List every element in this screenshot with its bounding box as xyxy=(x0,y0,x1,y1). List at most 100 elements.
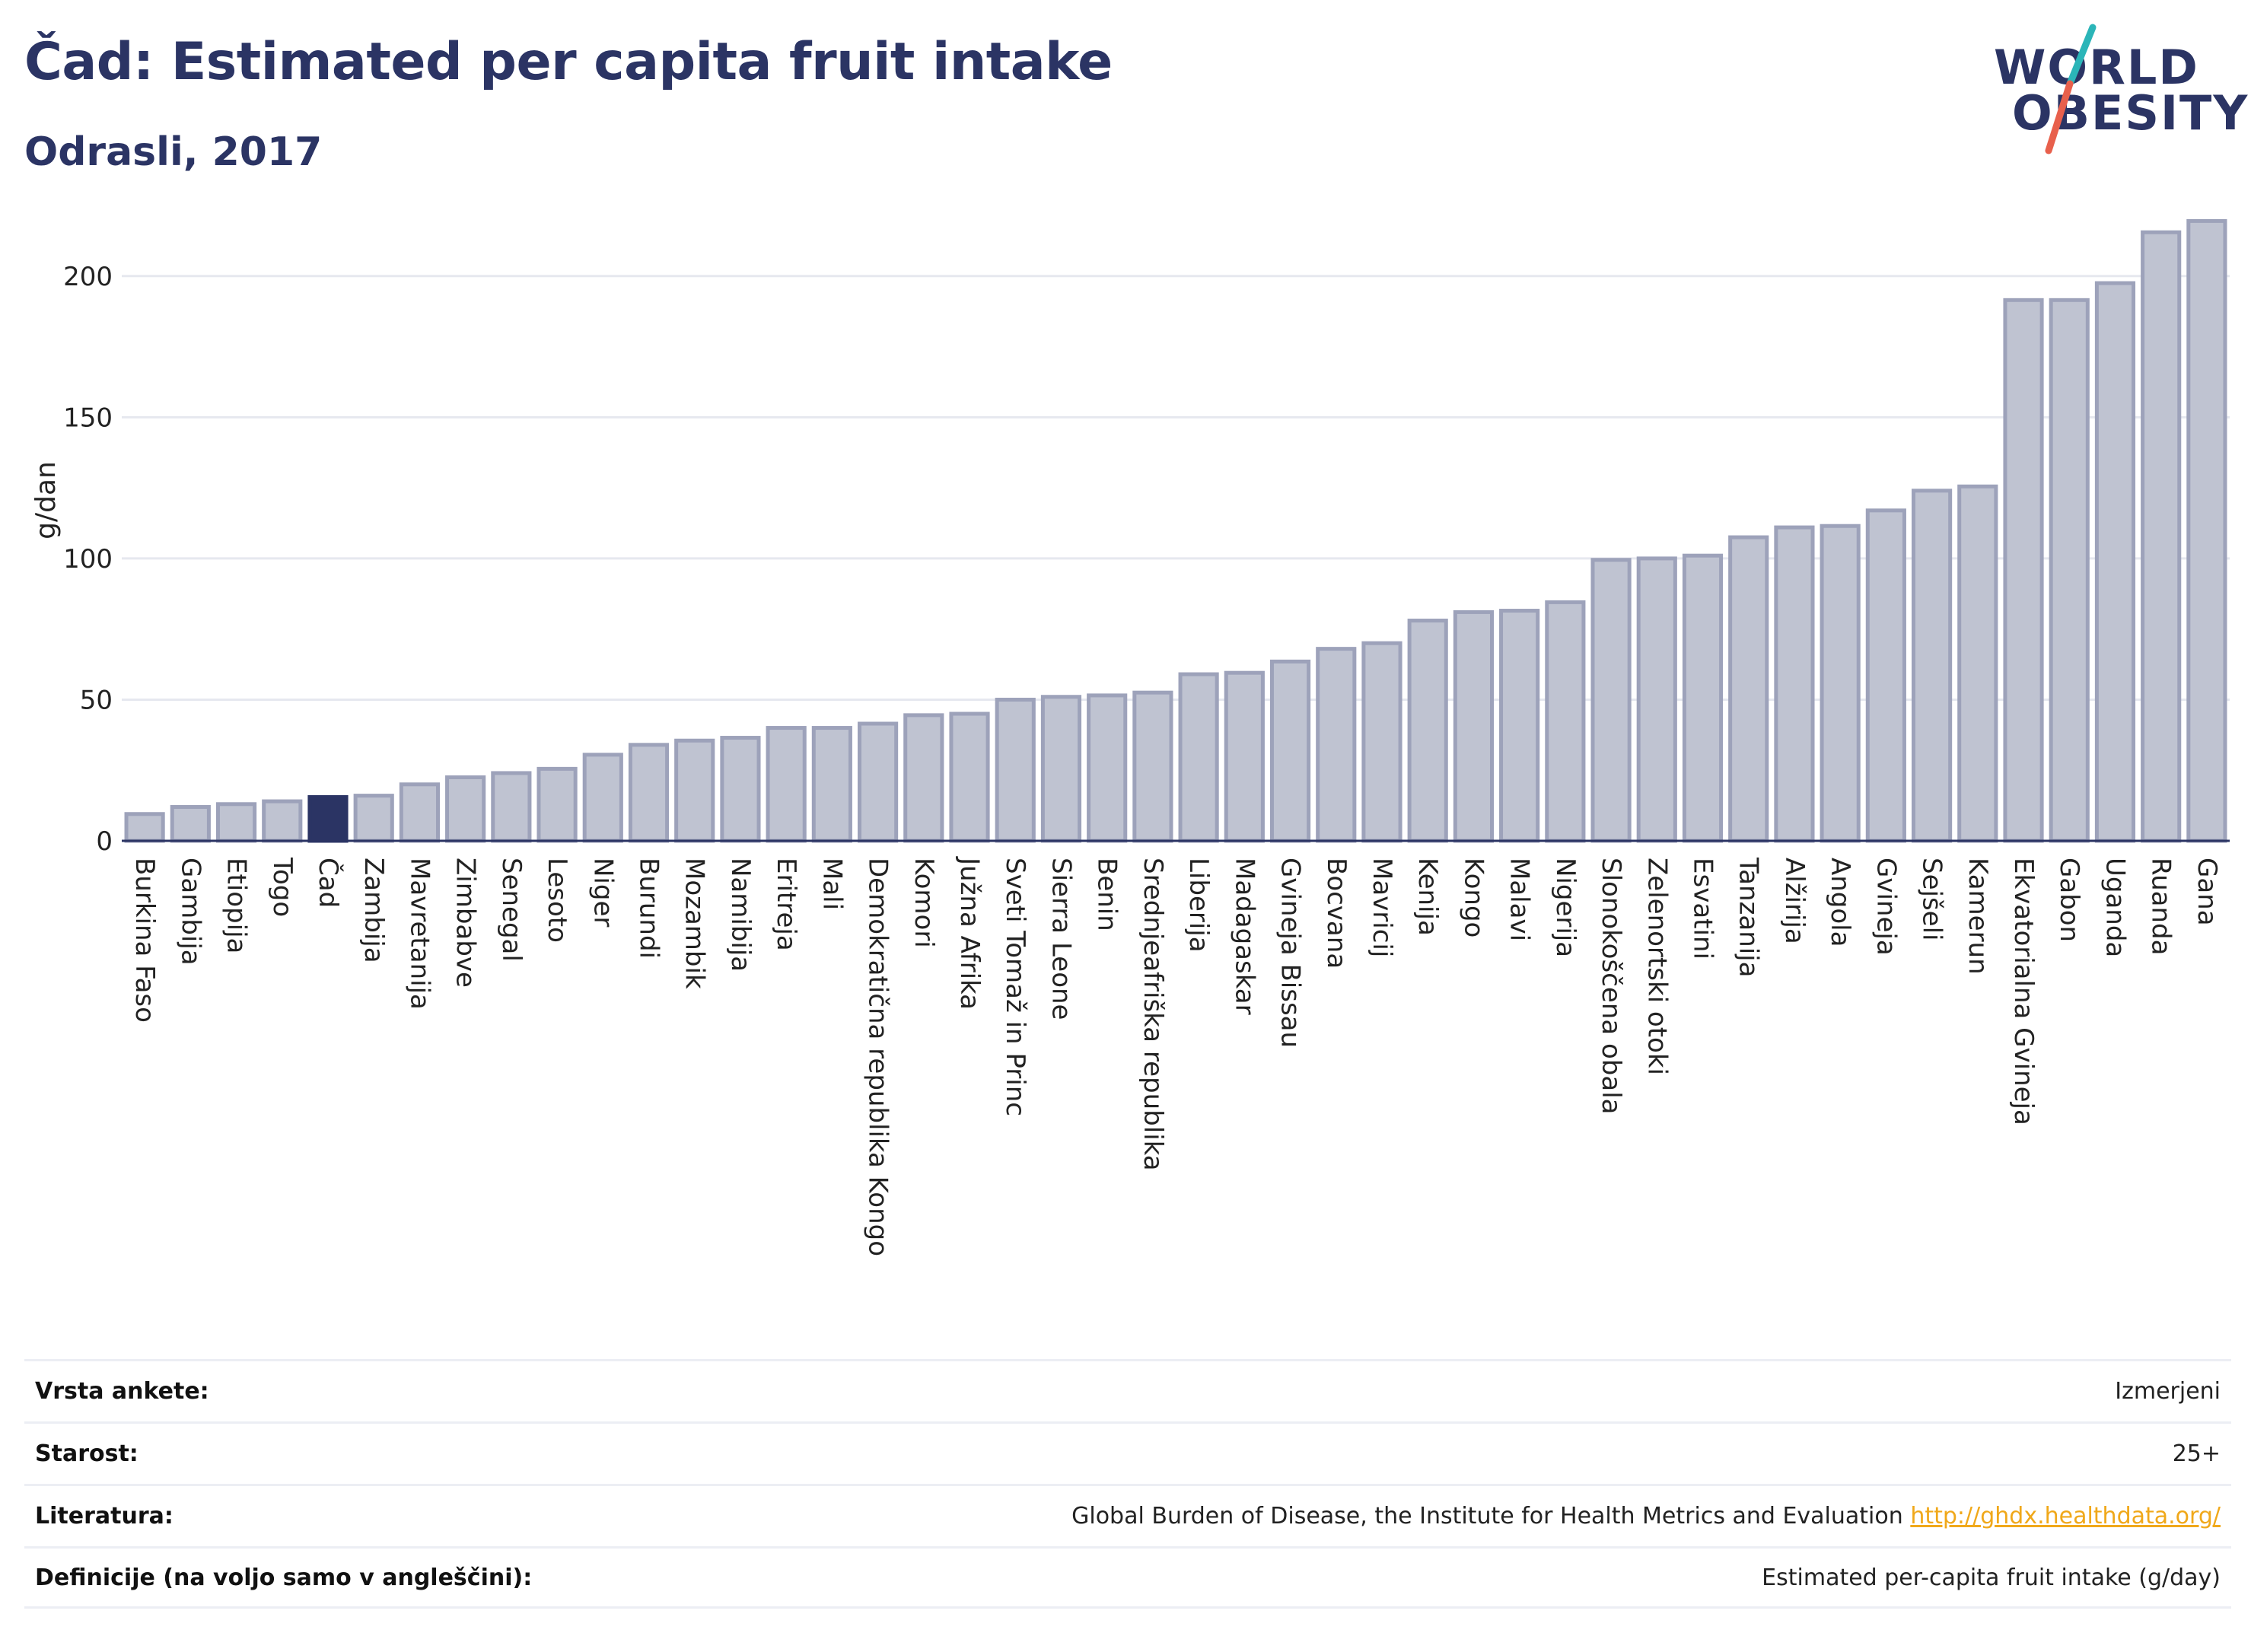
bar[interactable] xyxy=(949,711,990,843)
world-obesity-logo[interactable]: WORLD OBESITY xyxy=(1979,23,2247,160)
x-tick-label: Bocvana xyxy=(1321,858,1352,969)
info-row-survey: Vrsta ankete: Izmerjeni xyxy=(24,1359,2231,1421)
x-tick-label: Komori xyxy=(909,858,939,948)
bar[interactable] xyxy=(628,743,670,843)
bar[interactable] xyxy=(2003,298,2044,843)
y-tick-label: 50 xyxy=(80,685,113,715)
x-tick-label: Srednjeafriška republika xyxy=(1138,858,1168,1171)
x-tick-label: Etiopija xyxy=(221,858,252,953)
chart-subtitle: Odrasli, 2017 xyxy=(24,129,323,175)
x-tick-label: Zimbabve xyxy=(451,858,481,988)
x-tick-label: Sierra Leone xyxy=(1046,858,1076,1020)
bar[interactable] xyxy=(2094,281,2136,843)
x-tick-label: Gvineja Bissau xyxy=(1275,858,1306,1048)
bar[interactable] xyxy=(170,804,211,843)
bar[interactable] xyxy=(1040,695,1082,843)
bar[interactable] xyxy=(2141,230,2182,843)
bar[interactable] xyxy=(1361,641,1402,843)
bar[interactable] xyxy=(903,713,944,843)
bar[interactable] xyxy=(858,721,899,843)
bar[interactable] xyxy=(1728,535,1769,843)
bar[interactable] xyxy=(1499,609,1540,843)
bar[interactable] xyxy=(1178,672,1219,843)
x-tick-label: Kongo xyxy=(1458,858,1488,937)
bar[interactable] xyxy=(124,812,165,843)
info-row-definitions: Definicije (na voljo samo v angleščini):… xyxy=(24,1546,2231,1609)
bar[interactable] xyxy=(1820,524,1861,843)
bar[interactable] xyxy=(720,736,761,843)
bar[interactable] xyxy=(1224,670,1265,843)
x-tick-label: Gabon xyxy=(2054,858,2084,942)
x-tick-label: Malavi xyxy=(1504,858,1535,941)
info-key: Literatura: xyxy=(35,1503,174,1529)
bar[interactable] xyxy=(582,753,623,843)
info-value: Estimated per-capita fruit intake (g/day… xyxy=(1762,1564,2221,1591)
bar[interactable] xyxy=(2186,218,2227,843)
bar[interactable] xyxy=(1545,600,1586,843)
x-tick-label: Burkina Faso xyxy=(129,858,160,1023)
info-row-age: Starost: 25+ xyxy=(24,1421,2231,1484)
x-tick-label: Uganda xyxy=(2100,858,2130,957)
bar[interactable] xyxy=(1912,489,1953,843)
info-row-literature: Literatura: Global Burden of Disease, th… xyxy=(24,1484,2231,1546)
bar[interactable] xyxy=(491,771,532,843)
bar[interactable] xyxy=(766,726,807,843)
bar[interactable] xyxy=(1590,558,1632,843)
bar[interactable] xyxy=(307,794,349,843)
axes: 0 50 100 150 200 xyxy=(63,262,2230,857)
bar[interactable] xyxy=(1269,659,1311,843)
bar[interactable] xyxy=(445,775,486,843)
x-tick-label: Gana xyxy=(2192,858,2222,926)
y-tick-label: 100 xyxy=(63,544,113,575)
x-tick-label: Kenija xyxy=(1412,858,1443,936)
x-tick-label: Čad xyxy=(313,858,344,908)
bar[interactable] xyxy=(811,726,852,843)
bar[interactable] xyxy=(1865,508,1906,843)
info-value: Izmerjeni xyxy=(2115,1378,2221,1405)
bar[interactable] xyxy=(399,782,441,843)
x-tick-label: Demokratična republika Kongo xyxy=(863,858,893,1256)
bar[interactable] xyxy=(2049,298,2090,843)
x-tick-label: Liberija xyxy=(1183,858,1214,953)
chart-title: Čad: Estimated per capita fruit intake xyxy=(24,32,1113,92)
info-key: Vrsta ankete: xyxy=(35,1378,209,1405)
bar[interactable] xyxy=(536,766,578,843)
x-tick-label: Gvineja xyxy=(1871,858,1901,956)
bar[interactable] xyxy=(1087,693,1128,843)
info-key: Starost: xyxy=(35,1440,138,1467)
x-tick-label: Angola xyxy=(1825,858,1855,947)
literature-text: Global Burden of Disease, the Institute … xyxy=(1071,1503,1903,1529)
bar[interactable] xyxy=(995,697,1036,843)
x-tick-label: Kamerun xyxy=(1963,858,1993,975)
x-tick-label: Niger xyxy=(587,858,618,927)
bar[interactable] xyxy=(1453,610,1494,843)
bar[interactable] xyxy=(353,794,394,843)
info-table: Vrsta ankete: Izmerjeni Starost: 25+ Lit… xyxy=(24,1359,2231,1609)
x-tick-label: Eritreja xyxy=(771,858,801,951)
bar[interactable] xyxy=(1132,690,1173,843)
x-tick-label: Tanzanija xyxy=(1734,857,1764,977)
literature-link[interactable]: http://ghdx.healthdata.org/ xyxy=(1910,1503,2221,1529)
logo-slash-icon xyxy=(2045,24,2097,154)
bar[interactable] xyxy=(1682,553,1724,843)
bars xyxy=(124,218,2227,843)
bar[interactable] xyxy=(262,799,303,843)
bar[interactable] xyxy=(1774,525,1815,843)
x-tick-label: Mali xyxy=(817,858,847,910)
bar[interactable] xyxy=(1957,484,1998,843)
info-value-literature: Global Burden of Disease, the Institute … xyxy=(1071,1503,2231,1529)
bar[interactable] xyxy=(1407,619,1448,843)
x-tick-label: Alžirija xyxy=(1779,858,1810,944)
x-tick-label: Togo xyxy=(267,857,298,917)
x-tick-label: Benin xyxy=(1092,858,1122,931)
bar[interactable] xyxy=(1316,647,1357,843)
x-tick-label: Južna Afrika xyxy=(954,856,985,1010)
x-tick-label: Burundi xyxy=(634,858,664,959)
bar-chart: 0 50 100 150 200 Burkina Faso Gambija Etiopija… xyxy=(30,218,2230,1256)
x-tick-label: Mavretanija xyxy=(404,858,435,1010)
info-value: 25+ xyxy=(2172,1440,2221,1467)
bar[interactable] xyxy=(1636,556,1677,843)
bar[interactable] xyxy=(215,802,257,843)
x-tick-label: Slonokoščena obala xyxy=(1596,858,1626,1114)
bar[interactable] xyxy=(674,738,715,843)
